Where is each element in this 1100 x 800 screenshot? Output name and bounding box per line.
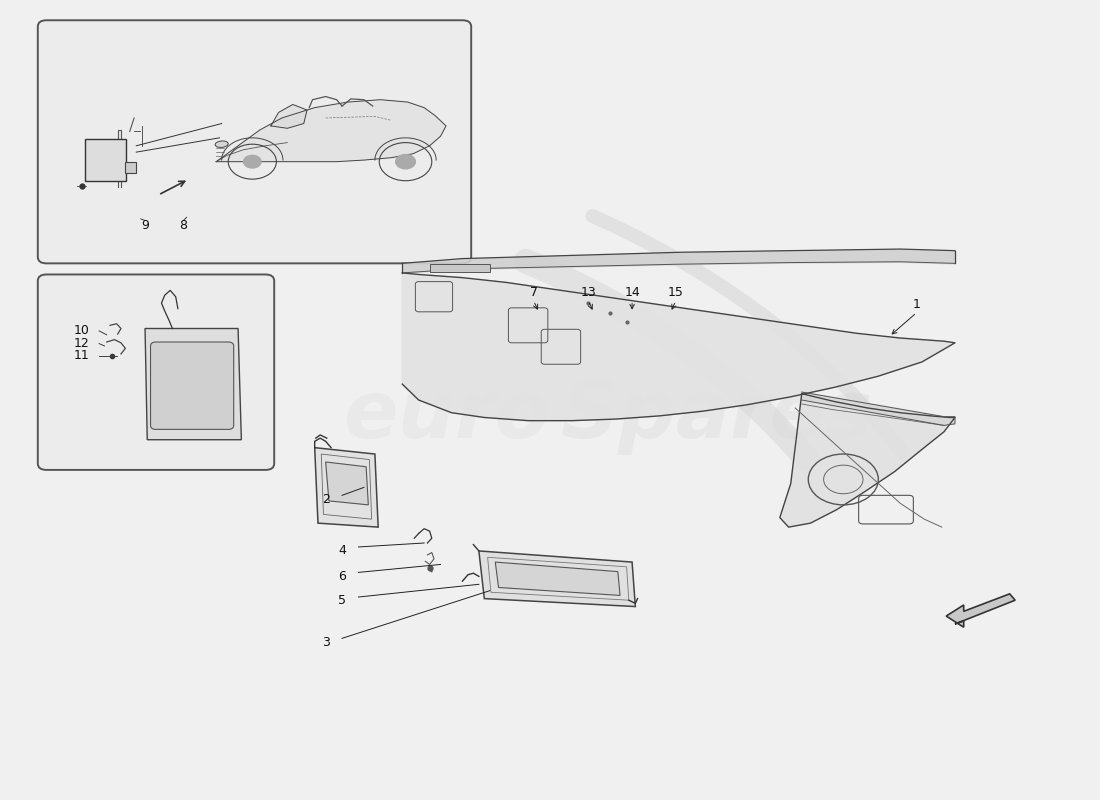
FancyBboxPatch shape: [37, 20, 471, 263]
Bar: [85, 139, 126, 181]
Polygon shape: [315, 448, 378, 527]
Text: 9: 9: [141, 218, 149, 232]
Polygon shape: [403, 273, 955, 421]
Text: 11: 11: [74, 349, 89, 362]
Text: 6: 6: [338, 570, 346, 583]
Polygon shape: [326, 462, 368, 505]
Polygon shape: [802, 392, 955, 426]
Polygon shape: [478, 551, 636, 606]
Circle shape: [243, 155, 261, 168]
FancyBboxPatch shape: [151, 342, 233, 430]
Text: 13: 13: [581, 286, 596, 299]
Text: 12: 12: [74, 337, 89, 350]
Bar: [125, 162, 136, 173]
Polygon shape: [271, 105, 307, 128]
Ellipse shape: [216, 141, 228, 147]
Text: 4: 4: [338, 545, 346, 558]
Polygon shape: [946, 594, 1015, 627]
Bar: [430, 264, 490, 272]
Text: 2: 2: [321, 493, 330, 506]
Text: 3: 3: [321, 636, 330, 649]
Text: Spares: Spares: [561, 377, 873, 455]
Text: 8: 8: [179, 218, 187, 232]
Text: 15: 15: [668, 286, 684, 299]
Text: euro: euro: [343, 377, 550, 455]
Polygon shape: [780, 394, 955, 527]
Text: 7: 7: [529, 286, 538, 299]
FancyBboxPatch shape: [37, 274, 274, 470]
Text: 14: 14: [624, 286, 640, 299]
Polygon shape: [217, 100, 446, 162]
Circle shape: [396, 154, 416, 169]
Text: 5: 5: [338, 594, 346, 607]
Polygon shape: [495, 562, 620, 595]
Polygon shape: [145, 329, 241, 440]
Text: 1: 1: [913, 298, 921, 311]
Text: 10: 10: [74, 324, 89, 338]
